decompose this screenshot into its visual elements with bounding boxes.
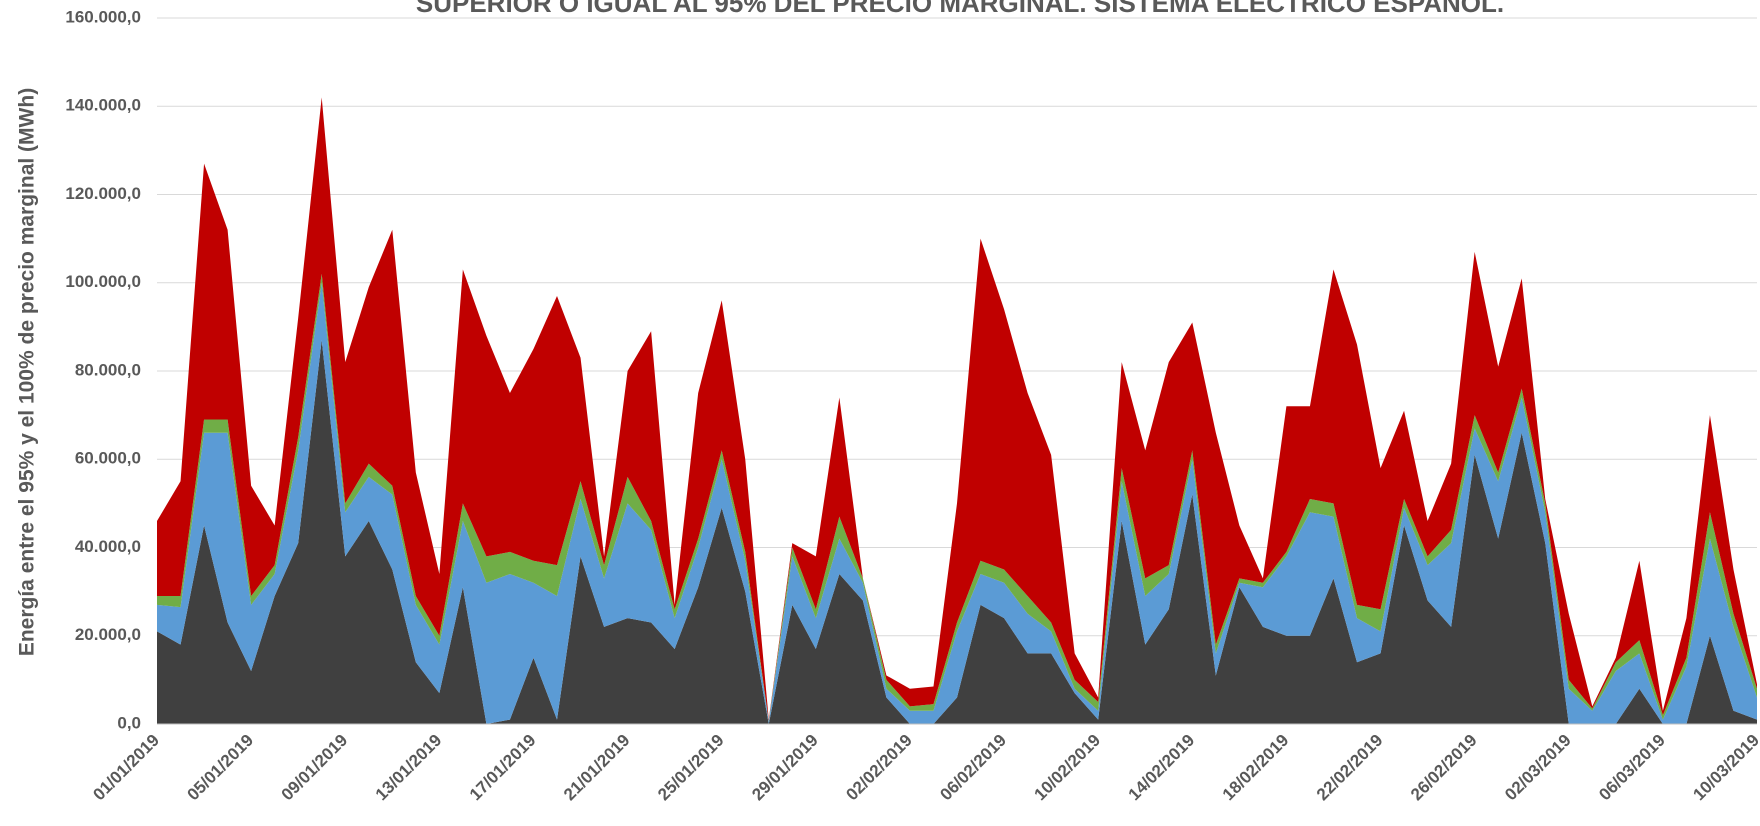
x-tick-label: 10/03/2019 (1689, 731, 1760, 805)
x-tick-label: 26/02/2019 (1407, 731, 1481, 805)
x-tick-label: 29/01/2019 (748, 731, 822, 805)
x-tick-label: 02/02/2019 (842, 731, 916, 805)
x-tick-label: 14/02/2019 (1125, 731, 1199, 805)
y-tick-label: 140.000,0 (65, 96, 141, 115)
y-tick-label: 0,0 (117, 713, 141, 732)
y-tick-label: 40.000,0 (75, 537, 141, 556)
area (157, 273, 1757, 722)
x-tick-label: 06/02/2019 (936, 731, 1010, 805)
y-tick-label: 80.000,0 (75, 360, 141, 379)
x-tick-label: 02/03/2019 (1501, 731, 1575, 805)
x-tick-label: 10/02/2019 (1031, 731, 1105, 805)
x-tick-label: 09/01/2019 (278, 731, 352, 805)
y-tick-label: 160.000,0 (65, 7, 141, 26)
x-tick-label: 22/02/2019 (1313, 731, 1387, 805)
y-tick-label: 20.000,0 (75, 625, 141, 644)
y-tick-label: 60.000,0 (75, 449, 141, 468)
y-tick-label: 120.000,0 (65, 184, 141, 203)
y-axis-title: Energía entre el 95% y el 100% de precio… (16, 88, 39, 656)
area (157, 97, 1757, 721)
x-tick-label: 05/01/2019 (184, 731, 258, 805)
x-tick-label: 13/01/2019 (372, 731, 446, 805)
x-tick-label: 01/01/2019 (89, 731, 163, 805)
x-tick-label: 25/01/2019 (654, 731, 728, 805)
x-tick-label: 21/01/2019 (560, 731, 634, 805)
chart-title: SUPERIOR O IGUAL AL 95% DEL PRECIO MARGI… (416, 0, 1504, 18)
x-tick-label: 06/03/2019 (1595, 731, 1669, 805)
x-tick-label: 18/02/2019 (1219, 731, 1293, 805)
x-tick-label: 17/01/2019 (466, 731, 540, 805)
y-tick-label: 100.000,0 (65, 272, 141, 291)
area (157, 340, 1757, 724)
area (157, 282, 1757, 724)
